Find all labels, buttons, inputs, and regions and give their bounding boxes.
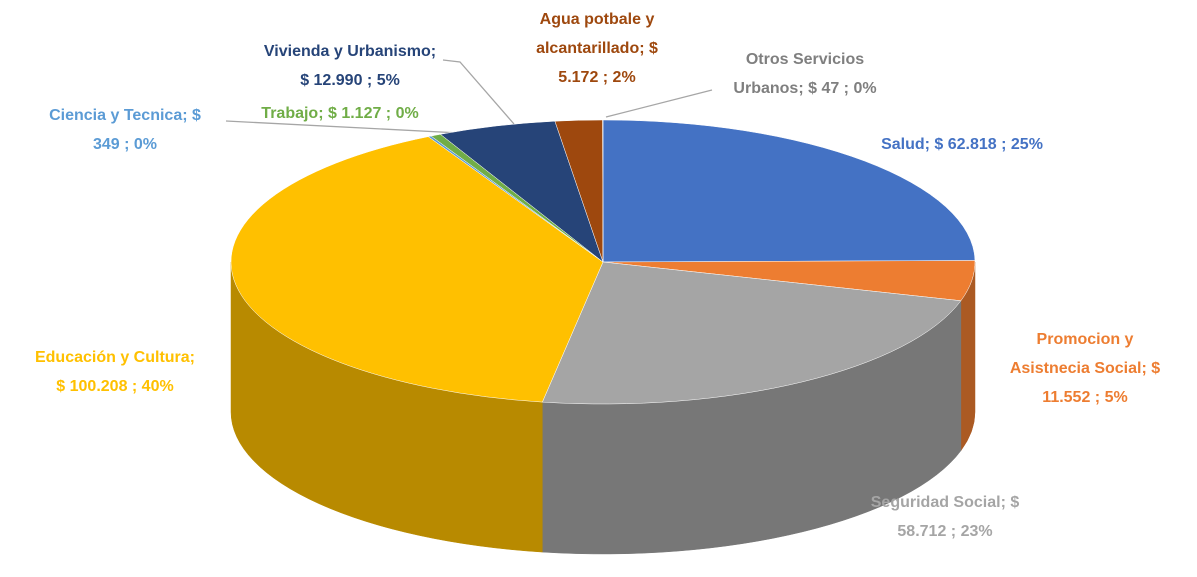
pie-tops: [230, 119, 976, 405]
data-label: Urbanos; $ 47 ; 0%: [733, 80, 876, 97]
data-labels: Salud; $ 62.818 ; 25% Promocion y Asistnec…: [35, 11, 1160, 540]
data-label: $ 12.990 ; 5%: [300, 72, 400, 89]
leader-line: [442, 59, 515, 125]
data-label: Otros Servicios: [746, 51, 864, 68]
data-label: Educación y Cultura;: [35, 349, 195, 366]
data-label: alcantarillado; $: [536, 40, 658, 57]
data-label: Asistnecia Social; $: [1010, 360, 1160, 377]
data-label: Agua potbale y: [540, 11, 655, 28]
data-label: 5.172 ; 2%: [558, 69, 635, 86]
slice: [602, 119, 976, 263]
data-label: 11.552 ; 5%: [1042, 389, 1127, 406]
data-label: Seguridad Social; $: [871, 494, 1020, 511]
data-label: Ciencia y Tecnica; $: [49, 107, 201, 124]
leader-lines: [225, 59, 713, 134]
data-label: Salud; $ 62.818 ; 25%: [881, 136, 1043, 153]
pie-sides: [230, 261, 976, 555]
data-label: Trabajo; $ 1.127 ; 0%: [261, 105, 418, 122]
data-label: Promocion y: [1037, 331, 1134, 348]
slice: [230, 136, 604, 403]
leader-line: [225, 120, 461, 134]
data-label: 349 ; 0%: [93, 136, 157, 153]
leader-line: [605, 89, 713, 118]
slice: [541, 261, 962, 405]
data-label: 58.712 ; 23%: [897, 523, 992, 540]
pie: [230, 119, 976, 555]
data-label: Vivienda y Urbanismo;: [264, 43, 436, 60]
data-label: $ 100.208 ; 40%: [56, 378, 173, 395]
